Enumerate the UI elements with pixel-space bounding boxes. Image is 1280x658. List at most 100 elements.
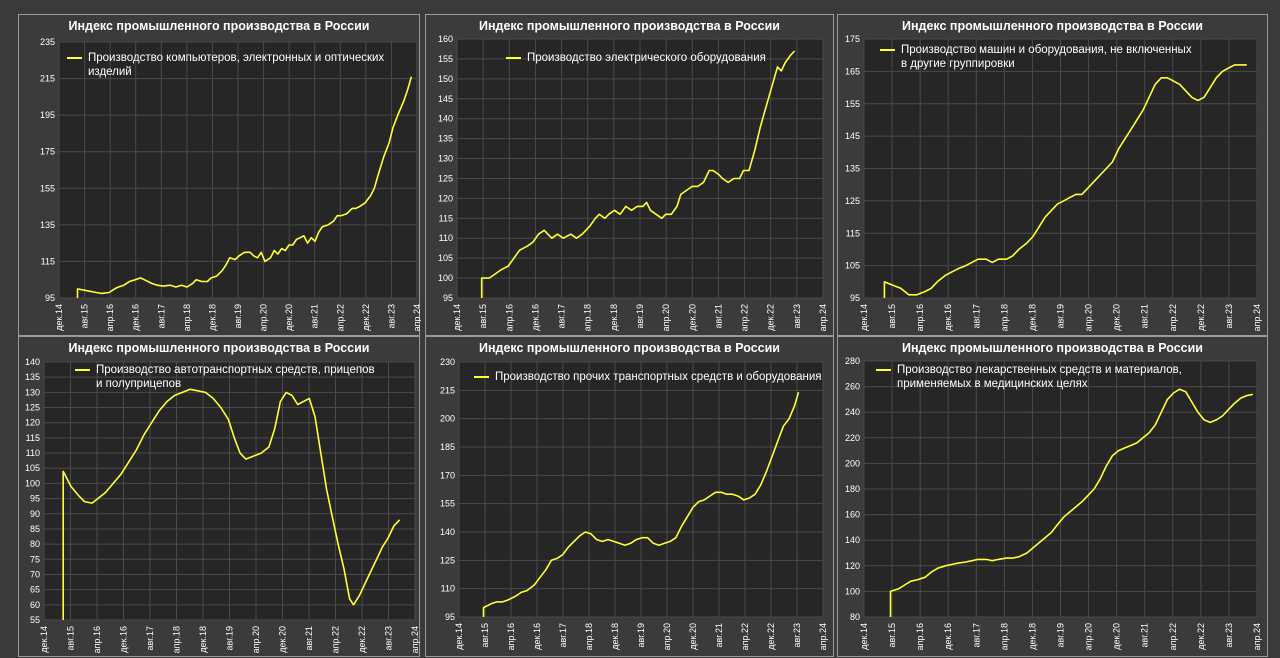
- y-tick-label: 135: [845, 164, 860, 174]
- legend-label-5: Производство прочих транспортных средств…: [495, 371, 822, 383]
- legend-swatch-2: [506, 57, 521, 59]
- x-tick-label: апр.24: [1252, 304, 1262, 331]
- x-tick-label: апр.16: [105, 304, 115, 331]
- x-tick-label: авг.19: [1056, 304, 1066, 328]
- x-tick-label: дек.16: [532, 623, 542, 650]
- x-tick-label: дек.18: [1027, 623, 1037, 650]
- y-tick-label: 95: [45, 293, 55, 303]
- x-tick-label: дек.20: [284, 304, 294, 331]
- x-tick-label: апр.20: [662, 623, 672, 650]
- x-tick-label: дек.20: [688, 623, 698, 650]
- x-tick-label: дек.16: [943, 304, 953, 331]
- x-tick-label: авг.15: [80, 304, 90, 328]
- x-tick-label: авг.17: [971, 304, 981, 328]
- x-tick-label: дек.14: [859, 623, 869, 650]
- x-tick-label: апр.16: [506, 623, 516, 650]
- x-tick-label: дек.22: [1196, 623, 1206, 650]
- x-tick-label: авг.15: [887, 623, 897, 647]
- x-tick-label: дек.22: [766, 623, 776, 650]
- x-tick-label: апр.20: [1084, 623, 1094, 650]
- y-tick-label: 230: [440, 357, 455, 367]
- legend-3: Производство машин и оборудования, не вк…: [880, 43, 1200, 71]
- legend-label-3: Производство машин и оборудования, не вк…: [901, 44, 1192, 70]
- x-tick-label: апр.22: [1168, 623, 1178, 650]
- y-tick-label: 110: [441, 584, 455, 594]
- legend-label-2: Производство электрического оборудования: [527, 52, 766, 64]
- chart-title-6: Индекс промышленного производства в Росс…: [902, 341, 1203, 355]
- x-tick-label: апр.16: [92, 626, 102, 653]
- x-tick-label: авг.17: [557, 304, 567, 328]
- x-tick-label: апр.18: [999, 304, 1009, 331]
- legend-swatch-1: [67, 57, 82, 59]
- series-line: [482, 391, 800, 617]
- y-tick-label: 215: [40, 74, 55, 84]
- chart-panel-3: 95 105 115 125 135 145 155 165 175 дек.14 авг.15 ап…: [837, 14, 1268, 336]
- x-tick-label: авг.23: [386, 304, 396, 328]
- y-tick-label: 200: [440, 414, 455, 424]
- y-tick-label: 115: [41, 256, 55, 266]
- x-tick-label: дек.20: [1112, 304, 1122, 331]
- y-tick-label: 155: [440, 499, 455, 509]
- x-tick-label: апр.20: [1084, 304, 1094, 331]
- y-tick-label: 80: [30, 539, 40, 549]
- x-tick-label: дек.22: [357, 626, 367, 653]
- x-tick-label: дек.14: [39, 626, 49, 653]
- y-tick-label: 165: [845, 66, 860, 76]
- x-tick-label: дек.16: [119, 626, 129, 653]
- legend-swatch-3: [880, 49, 895, 51]
- y-tick-label: 140: [845, 535, 860, 545]
- y-tick-label: 125: [25, 403, 40, 413]
- x-tick-label: авг.21: [713, 304, 723, 328]
- x-tick-label: дек.14: [454, 623, 464, 650]
- y-tick-label: 195: [40, 110, 55, 120]
- x-tick-label: авг.21: [310, 304, 320, 328]
- y-tick-label: 140: [440, 527, 455, 537]
- x-tick-label: дек.22: [1196, 304, 1206, 331]
- chart-title-4: Индекс промышленного производства в Росс…: [68, 341, 370, 355]
- y-tick-label: 145: [438, 94, 453, 104]
- x-tick-label: авг.17: [145, 626, 155, 650]
- chart-title-3: Индекс промышленного производства в Росс…: [902, 19, 1203, 33]
- y-tick-label: 140: [438, 114, 453, 124]
- y-tick-label: 70: [30, 569, 40, 579]
- y-tick-label: 170: [440, 470, 455, 480]
- y-tick-label: 140: [25, 357, 40, 367]
- x-tick-label: апр.18: [182, 304, 192, 331]
- x-tick-label: авг.23: [792, 304, 802, 328]
- x-tick-label: авг.15: [478, 304, 488, 328]
- y-tick-label: 155: [438, 54, 453, 64]
- x-tick-label: авг.19: [1056, 623, 1066, 647]
- x-tick-label: авг.17: [971, 623, 981, 647]
- y-tick-label: 100: [25, 478, 40, 488]
- y-tick-label: 175: [845, 34, 860, 44]
- y-tick-label: 120: [25, 418, 40, 428]
- legend-label-1: Производство компьютеров, электронных и …: [88, 52, 385, 78]
- x-tick-label: дек.16: [943, 623, 953, 650]
- y-tick-label: 120: [845, 561, 860, 571]
- chart-title-5: Индекс промышленного производства в Росс…: [479, 341, 780, 355]
- x-tick-label: дек.18: [1027, 304, 1037, 331]
- chart-title-1: Индекс промышленного производства в Росс…: [68, 19, 370, 33]
- y-tick-label: 100: [845, 586, 860, 596]
- y-tick-label: 200: [845, 458, 860, 468]
- chart-svg-1: 95 115 135 155 175 195 215 235 дек.14 авг.15 апр.1…: [40, 37, 421, 331]
- chart-panel-1: 95 115 135 155 175 195 215 235 дек.14 авг.15 апр.1…: [18, 14, 421, 336]
- y-tick-label: 175: [40, 147, 55, 157]
- series-line: [76, 76, 413, 298]
- y-tick-label: 65: [30, 585, 40, 595]
- series-line: [62, 388, 401, 620]
- x-tick-label: апр.22: [335, 304, 345, 331]
- y-tick-label: 95: [443, 293, 453, 303]
- y-tick-label: 155: [845, 99, 860, 109]
- x-tick-label: авг.19: [635, 304, 645, 328]
- y-tick-label: 160: [438, 34, 453, 44]
- chart-svg-6: 80 100 120 140 160 180 200 220 240 260 280 дек.14 ав…: [845, 356, 1262, 650]
- x-tick-label: апр.16: [915, 304, 925, 331]
- x-tick-label: апр.20: [259, 304, 269, 331]
- y-tick-label: 110: [439, 233, 453, 243]
- x-tick-label: апр.18: [583, 304, 593, 331]
- y-tick-label: 145: [845, 131, 860, 141]
- y-tick-label: 215: [440, 385, 455, 395]
- x-tick-label: авг.21: [304, 626, 314, 650]
- x-tick-label: авг.21: [714, 623, 724, 647]
